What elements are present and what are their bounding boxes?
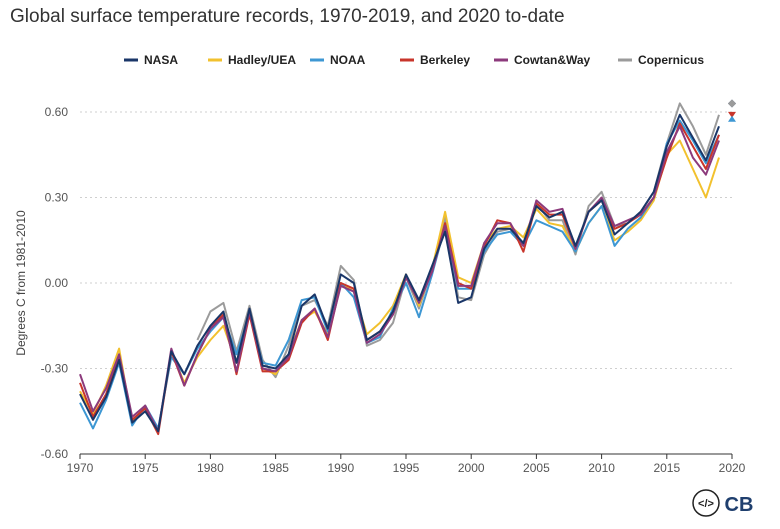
marker-2020-copernicus [728,99,736,108]
legend-item-hadley-uea[interactable]: Hadley/UEA [208,53,296,67]
chart-title: Global surface temperature records, 1970… [10,6,565,27]
x-tick-label: 1995 [393,461,420,475]
y-tick-label: 0.60 [45,105,69,119]
y-tick-label: 0.30 [45,191,69,205]
x-tick-label: 2015 [653,461,680,475]
series-line-copernicus [196,102,720,379]
carbon-brief-logo[interactable]: CB [725,494,754,516]
x-tick-label: 1990 [327,461,354,475]
legend-item-copernicus[interactable]: Copernicus [618,53,704,67]
legend-label: NOAA [330,53,366,67]
series-line-hadley-uea [79,139,720,433]
marker-2020-berkeley [728,111,736,118]
x-tick-label: 2005 [523,461,550,475]
x-tick-label: 2000 [458,461,485,475]
legend-label: Copernicus [638,53,704,67]
legend-label: Cowtan&Way [514,53,591,67]
marker-2020-noaa [728,115,736,122]
x-tick-label: 2010 [588,461,615,475]
series-line-berkeley [79,122,720,436]
legend[interactable]: NASA Hadley/UEA NOAA Berkeley Cowtan&Way Cope… [124,53,704,67]
legend-label: NASA [144,53,178,67]
legend-item-berkeley[interactable]: Berkeley [400,53,470,67]
legend-item-noaa[interactable]: NOAA [310,53,366,67]
y-tick-label: -0.60 [41,447,69,461]
x-tick-label: 1980 [197,461,224,475]
x-tick-label: 1985 [262,461,289,475]
series-line-noaa [79,119,720,430]
code-embed-icon[interactable] [692,489,720,517]
series-lines [79,102,720,436]
x-tick-label: 2020 [719,461,746,475]
axes: -0.60 -0.30 0.00 0.30 0.60 1970 1975 1980 1985 19… [41,105,746,475]
y-tick-label: -0.30 [41,362,69,376]
y-axis-label: Degrees C from 1981-2010 [14,210,28,356]
legend-label: Hadley/UEA [228,53,296,67]
embed-button[interactable]: </> [692,489,720,517]
legend-label: Berkeley [420,53,470,67]
legend-item-nasa[interactable]: NASA [124,53,178,67]
series-line-cowtan-way [79,125,720,433]
x-tick-label: 1970 [67,461,94,475]
legend-item-cowtan-way[interactable]: Cowtan&Way [494,53,591,67]
markers-2020 [728,99,736,122]
series-line-nasa [79,113,720,433]
embed-symbol: </> [698,498,714,510]
x-tick-label: 1975 [132,461,159,475]
y-tick-label: 0.00 [45,276,69,290]
